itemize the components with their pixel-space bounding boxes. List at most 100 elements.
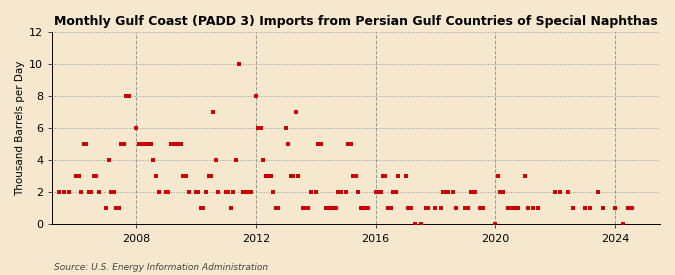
Point: [580, 206, 591, 211]
Point: [265, 174, 276, 178]
Point: [250, 94, 261, 98]
Point: [320, 206, 331, 211]
Point: [238, 190, 248, 195]
Point: [246, 190, 256, 195]
Point: [460, 206, 471, 211]
Title: Monthly Gulf Coast (PADD 3) Imports from Persian Gulf Countries of Special Napht: Monthly Gulf Coast (PADD 3) Imports from…: [54, 15, 658, 28]
Point: [76, 190, 87, 195]
Point: [520, 174, 531, 178]
Point: [393, 174, 404, 178]
Point: [71, 174, 82, 178]
Point: [505, 206, 516, 211]
Point: [243, 190, 254, 195]
Point: [53, 190, 64, 195]
Point: [313, 142, 323, 147]
Point: [340, 190, 351, 195]
Point: [470, 190, 481, 195]
Point: [261, 174, 271, 178]
Point: [402, 206, 413, 211]
Point: [597, 206, 608, 211]
Point: [136, 142, 146, 147]
Point: [378, 174, 389, 178]
Point: [533, 206, 543, 211]
Point: [527, 206, 538, 211]
Point: [173, 142, 184, 147]
Point: [190, 190, 201, 195]
Point: [290, 110, 301, 114]
Point: [333, 190, 344, 195]
Point: [380, 174, 391, 178]
Point: [106, 190, 117, 195]
Point: [221, 190, 232, 195]
Point: [176, 142, 186, 147]
Point: [310, 190, 321, 195]
Point: [228, 190, 239, 195]
Point: [93, 190, 104, 195]
Point: [131, 126, 142, 130]
Point: [567, 206, 578, 211]
Point: [273, 206, 284, 211]
Point: [183, 190, 194, 195]
Point: [143, 142, 154, 147]
Point: [477, 206, 488, 211]
Point: [512, 206, 523, 211]
Point: [124, 94, 134, 98]
Point: [280, 126, 291, 130]
Point: [258, 158, 269, 163]
Point: [213, 190, 224, 195]
Y-axis label: Thousand Barrels per Day: Thousand Barrels per Day: [15, 60, 25, 196]
Point: [86, 190, 97, 195]
Point: [415, 222, 426, 227]
Point: [353, 190, 364, 195]
Point: [443, 190, 454, 195]
Text: Source: U.S. Energy Information Administration: Source: U.S. Energy Information Administ…: [54, 263, 268, 272]
Point: [370, 190, 381, 195]
Point: [490, 222, 501, 227]
Point: [283, 142, 294, 147]
Point: [206, 174, 217, 178]
Point: [225, 206, 236, 211]
Point: [146, 142, 157, 147]
Point: [508, 206, 518, 211]
Point: [387, 190, 398, 195]
Point: [298, 206, 308, 211]
Point: [111, 206, 122, 211]
Point: [360, 206, 371, 211]
Point: [148, 158, 159, 163]
Point: [495, 190, 506, 195]
Point: [138, 142, 149, 147]
Point: [253, 126, 264, 130]
Point: [358, 206, 369, 211]
Point: [168, 142, 179, 147]
Point: [153, 190, 164, 195]
Point: [300, 206, 311, 211]
Point: [116, 142, 127, 147]
Point: [348, 174, 358, 178]
Point: [423, 206, 433, 211]
Point: [355, 206, 366, 211]
Point: [240, 190, 251, 195]
Point: [81, 142, 92, 147]
Point: [323, 206, 333, 211]
Point: [383, 206, 394, 211]
Point: [271, 206, 281, 211]
Point: [468, 190, 479, 195]
Point: [84, 190, 95, 195]
Point: [103, 158, 114, 163]
Point: [121, 94, 132, 98]
Point: [325, 206, 336, 211]
Point: [78, 142, 89, 147]
Point: [140, 142, 151, 147]
Point: [400, 174, 411, 178]
Point: [593, 190, 603, 195]
Point: [223, 190, 234, 195]
Point: [263, 174, 274, 178]
Point: [58, 190, 69, 195]
Point: [343, 142, 354, 147]
Point: [475, 206, 486, 211]
Point: [437, 190, 448, 195]
Point: [522, 206, 533, 211]
Point: [550, 190, 561, 195]
Point: [405, 206, 416, 211]
Point: [208, 110, 219, 114]
